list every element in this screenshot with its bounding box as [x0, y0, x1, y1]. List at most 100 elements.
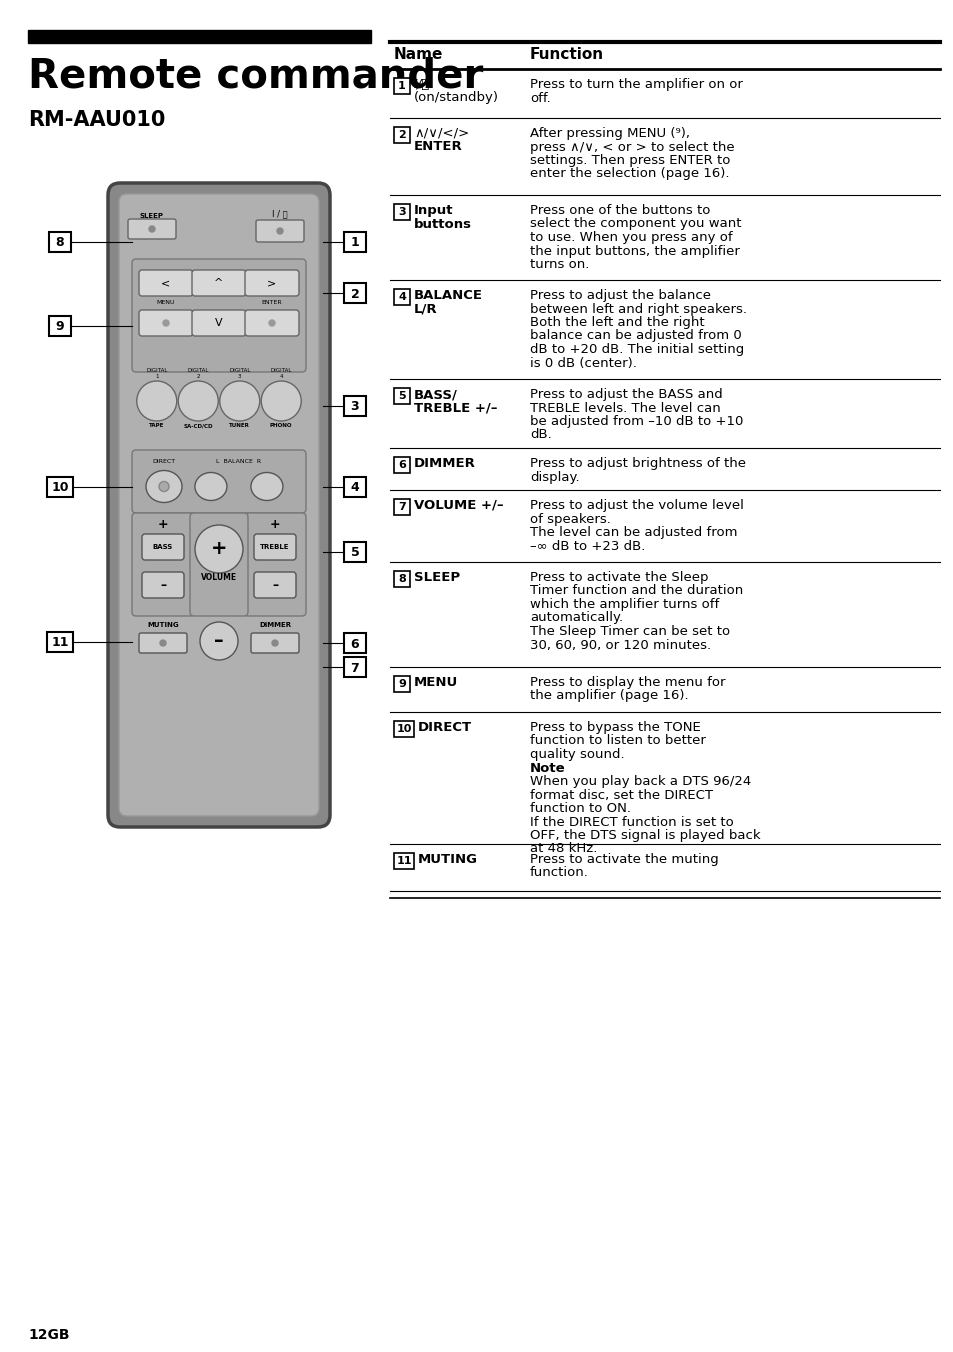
Bar [394, 78, 410, 95]
Text: SA-CD/CD: SA-CD/CD [183, 423, 213, 429]
Text: After pressing MENU (⁹),: After pressing MENU (⁹), [530, 127, 689, 141]
Bar [344, 396, 366, 416]
Text: display.: display. [530, 470, 579, 484]
Text: format disc, set the DIRECT: format disc, set the DIRECT [530, 788, 712, 802]
Text: enter the selection (page 16).: enter the selection (page 16). [530, 168, 729, 181]
FancyBboxPatch shape [245, 310, 298, 337]
Text: Note: Note [530, 761, 565, 775]
Text: PHONO: PHONO [270, 423, 293, 429]
Text: TREBLE levels. The level can: TREBLE levels. The level can [530, 402, 720, 415]
Text: DIMMER: DIMMER [414, 457, 476, 470]
Text: Press to display the menu for: Press to display the menu for [530, 676, 724, 690]
Text: of speakers.: of speakers. [530, 512, 610, 526]
Text: off.: off. [530, 92, 550, 104]
FancyBboxPatch shape [139, 633, 187, 653]
Text: BASS/: BASS/ [414, 388, 457, 402]
FancyBboxPatch shape [245, 270, 298, 296]
FancyBboxPatch shape [139, 310, 193, 337]
Text: which the amplifier turns off: which the amplifier turns off [530, 598, 719, 611]
Text: Press to activate the Sleep: Press to activate the Sleep [530, 571, 708, 584]
Text: MUTING: MUTING [417, 853, 477, 867]
Text: Press to adjust brightness of the: Press to adjust brightness of the [530, 457, 745, 470]
FancyBboxPatch shape [190, 512, 248, 617]
Text: quality sound.: quality sound. [530, 748, 624, 761]
Text: function.: function. [530, 867, 588, 880]
Ellipse shape [200, 622, 237, 660]
Text: dB.: dB. [530, 429, 551, 442]
Text: to use. When you press any of: to use. When you press any of [530, 231, 732, 243]
Text: <: < [161, 279, 171, 288]
Text: automatically.: automatically. [530, 611, 622, 625]
Text: at 48 kHz.: at 48 kHz. [530, 842, 597, 856]
Bar [28, 30, 371, 43]
Text: 9: 9 [55, 320, 64, 333]
Text: ∧/∨/</>: ∧/∨/</> [414, 127, 469, 141]
Text: dB to +20 dB. The initial setting: dB to +20 dB. The initial setting [530, 343, 743, 356]
Text: 10: 10 [395, 725, 412, 734]
Text: BASS: BASS [152, 544, 172, 550]
Text: Press to turn the amplifier on or: Press to turn the amplifier on or [530, 78, 742, 91]
Text: between left and right speakers.: between left and right speakers. [530, 303, 746, 315]
Text: 12GB: 12GB [28, 1328, 70, 1343]
Text: buttons: buttons [414, 218, 472, 230]
Bar [394, 853, 414, 869]
Bar [394, 499, 410, 515]
Text: Press to bypass the TONE: Press to bypass the TONE [530, 721, 700, 734]
Text: I / ⏽: I / ⏽ [272, 210, 288, 218]
FancyBboxPatch shape [128, 219, 175, 239]
Text: 10: 10 [51, 481, 69, 493]
Bar [47, 476, 73, 496]
Bar [394, 457, 410, 473]
Text: 3: 3 [351, 400, 359, 414]
Bar [344, 283, 366, 303]
Ellipse shape [194, 525, 243, 573]
FancyBboxPatch shape [192, 270, 246, 296]
Ellipse shape [149, 226, 154, 233]
FancyBboxPatch shape [251, 633, 298, 653]
Ellipse shape [159, 481, 169, 492]
Text: function to ON.: function to ON. [530, 802, 630, 815]
Text: TUNER: TUNER [229, 423, 250, 429]
Text: VOLUME: VOLUME [201, 572, 236, 581]
Text: DIGITAL
2: DIGITAL 2 [188, 368, 209, 379]
Text: ^: ^ [214, 279, 223, 288]
Text: I/⏽: I/⏽ [414, 78, 430, 91]
Ellipse shape [136, 381, 176, 420]
Text: +: + [157, 519, 168, 531]
Text: TREBLE: TREBLE [260, 544, 290, 550]
Text: DIRECT: DIRECT [417, 721, 472, 734]
Text: 1: 1 [397, 81, 405, 91]
FancyBboxPatch shape [139, 270, 193, 296]
Text: MUTING: MUTING [147, 622, 178, 627]
Text: 5: 5 [397, 391, 405, 402]
Text: Input: Input [414, 204, 453, 218]
Text: the input buttons, the amplifier: the input buttons, the amplifier [530, 245, 740, 257]
Bar [394, 571, 410, 587]
FancyBboxPatch shape [253, 534, 295, 560]
Text: 1: 1 [351, 237, 359, 250]
FancyBboxPatch shape [142, 534, 184, 560]
Text: TAPE: TAPE [149, 423, 164, 429]
Text: 4: 4 [351, 481, 359, 493]
Text: 9: 9 [397, 679, 406, 690]
Text: select the component you want: select the component you want [530, 218, 740, 230]
Text: DIGITAL
3: DIGITAL 3 [229, 368, 251, 379]
Text: Press to adjust the volume level: Press to adjust the volume level [530, 499, 743, 512]
Text: RM-AAU010: RM-AAU010 [28, 110, 165, 130]
Ellipse shape [160, 639, 166, 646]
Text: –: – [272, 579, 277, 592]
Ellipse shape [269, 320, 274, 326]
Text: is 0 dB (center).: is 0 dB (center). [530, 357, 637, 369]
Bar [344, 657, 366, 677]
Text: When you play back a DTS 96/24: When you play back a DTS 96/24 [530, 775, 750, 788]
Text: If the DIRECT function is set to: If the DIRECT function is set to [530, 815, 733, 829]
Text: 2: 2 [351, 288, 359, 300]
FancyBboxPatch shape [192, 310, 246, 337]
Bar [394, 676, 410, 692]
Text: the amplifier (page 16).: the amplifier (page 16). [530, 690, 688, 703]
Bar [49, 315, 71, 335]
Text: SLEEP: SLEEP [414, 571, 459, 584]
Text: >: > [267, 279, 276, 288]
Text: 3: 3 [397, 207, 405, 218]
FancyBboxPatch shape [132, 512, 193, 617]
